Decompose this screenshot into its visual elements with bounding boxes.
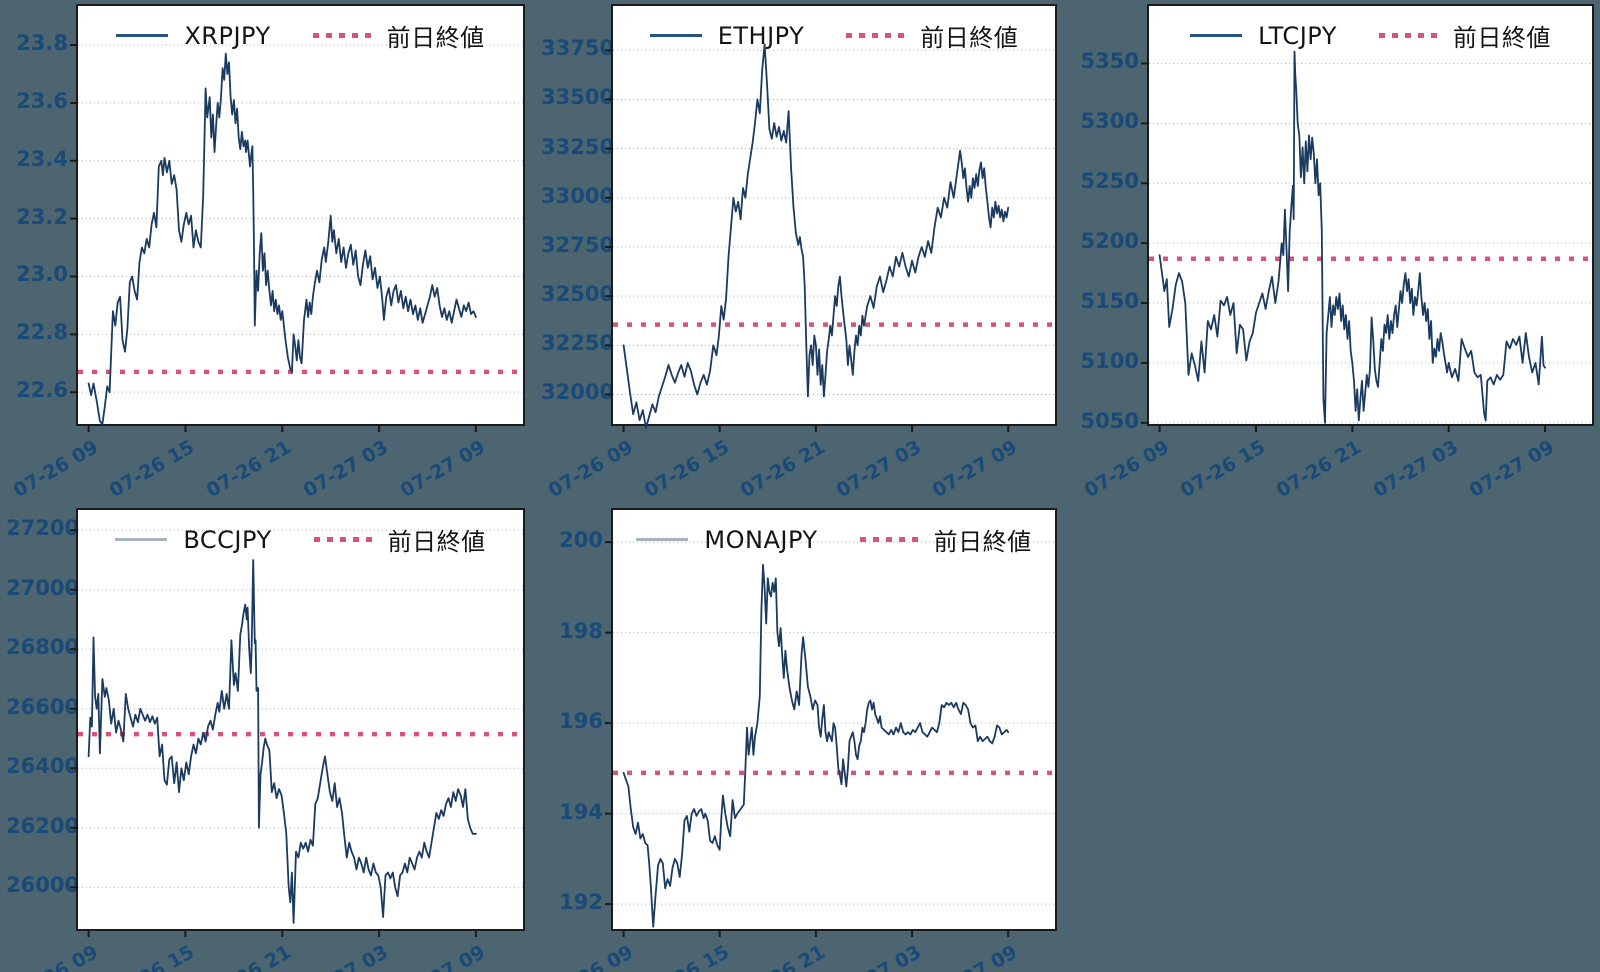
y-tick-label: 5300: [1080, 109, 1139, 134]
y-tick-label: 27200: [6, 516, 80, 541]
x-tick-label: 07-26 15: [640, 436, 733, 502]
y-tick-label: 200: [559, 528, 603, 553]
x-tick-label: 07-26 21: [1273, 436, 1366, 502]
y-tick-label: 5100: [1080, 348, 1139, 373]
y-tick-label: 5050: [1080, 408, 1139, 433]
x-tick-label: 07-26 09: [1080, 436, 1173, 502]
plot-area: XRPJPY 前日終値: [70, 4, 525, 432]
x-tick-label: 07-26 21: [737, 941, 829, 972]
plot-area: BCCJPY 前日終値: [70, 508, 525, 937]
x-tick-label: 07-27 09: [396, 436, 489, 502]
y-tick-label: 26000: [6, 873, 80, 898]
y-tick-label: 192: [559, 890, 603, 915]
y-tick-label: 22.6: [16, 378, 68, 403]
price-line-svg: [1141, 50, 1592, 432]
y-tick-label: 33500: [541, 85, 615, 110]
y-tick-label: 33000: [541, 183, 615, 208]
x-tick-label: 07-26 15: [1176, 436, 1269, 502]
x-tick-label: 07-26 09: [9, 941, 101, 972]
y-tick-label: 23.4: [16, 146, 68, 171]
price-line-svg: [70, 529, 523, 937]
y-tick-label: 32000: [541, 380, 615, 405]
x-tick-label: 07-26 21: [203, 941, 295, 972]
y-tick-label: 26400: [6, 754, 80, 779]
plot-area: ETHJPY 前日終値: [605, 4, 1057, 432]
price-line-svg: [605, 43, 1055, 432]
y-tick-label: 32500: [541, 282, 615, 307]
x-tick-label: 07-27 09: [397, 941, 489, 972]
y-tick-label: 27000: [6, 575, 80, 600]
y-tick-label: 22.8: [16, 320, 68, 345]
x-tick-label: 07-26 15: [640, 941, 732, 972]
y-tick-label: 23.6: [16, 88, 68, 113]
plot-area: LTCJPY 前日終値: [1141, 4, 1594, 432]
y-tick-label: 26800: [6, 635, 80, 660]
x-tick-label: 07-27 03: [300, 941, 392, 972]
y-tick-label: 5200: [1080, 229, 1139, 254]
y-tick-label: 32250: [541, 331, 615, 356]
x-tick-label: 07-26 09: [544, 436, 637, 502]
x-tick-label: 07-26 15: [106, 436, 199, 502]
y-tick-label: 26200: [6, 813, 80, 838]
x-tick-label: 07-27 09: [928, 436, 1022, 502]
y-tick-label: 33250: [541, 134, 615, 159]
y-tick-label: 26600: [6, 694, 80, 719]
x-tick-label: 07-26 15: [106, 941, 198, 972]
x-tick-label: 07-27 09: [929, 941, 1021, 972]
y-tick-label: 194: [559, 799, 603, 824]
x-tick-label: 07-27 03: [1369, 436, 1462, 502]
y-tick-label: 32750: [541, 232, 615, 257]
chart-ltcjpy: 5050 5100 5150 5200 5250 5300 5350 LTCJPY 前日終値…: [1077, 4, 1594, 502]
chart-xrpjpy: 22.6 22.8 23.0 23.2 23.4 23.6 23.8 XRPJPY 前日終値…: [6, 4, 525, 502]
x-tick-label: 07-27 03: [832, 436, 926, 502]
x-tick-label: 07-27 09: [1465, 436, 1559, 502]
y-tick-label: 5350: [1080, 49, 1139, 74]
price-line-svg: [605, 541, 1055, 937]
x-tick-label: 07-26 09: [9, 436, 102, 502]
x-tick-label: 07-27 03: [299, 436, 393, 502]
chart-ethjpy: 32000 32250 32500 32750 33000 33250 33500 33750…: [541, 4, 1057, 502]
y-tick-label: 198: [559, 618, 603, 643]
y-tick-label: 23.2: [16, 204, 68, 229]
chart-bccjpy: 26000 26200 26400 26600 26800 27000 27200 BCCJ…: [6, 508, 525, 972]
y-tick-label: 33750: [541, 36, 615, 61]
y-tick-label: 5150: [1080, 289, 1139, 314]
x-tick-label: 07-27 03: [833, 941, 925, 972]
x-tick-label: 07-26 09: [544, 941, 636, 972]
y-tick-label: 23.8: [16, 31, 68, 56]
y-tick-label: 23.0: [16, 262, 68, 287]
price-line-svg: [70, 44, 523, 432]
y-tick-label: 196: [559, 709, 603, 734]
plot-area: MONAJPY 前日終値: [605, 508, 1057, 937]
x-tick-label: 07-26 21: [736, 436, 829, 502]
x-tick-label: 07-26 21: [203, 436, 296, 502]
y-tick-label: 5250: [1080, 169, 1139, 194]
